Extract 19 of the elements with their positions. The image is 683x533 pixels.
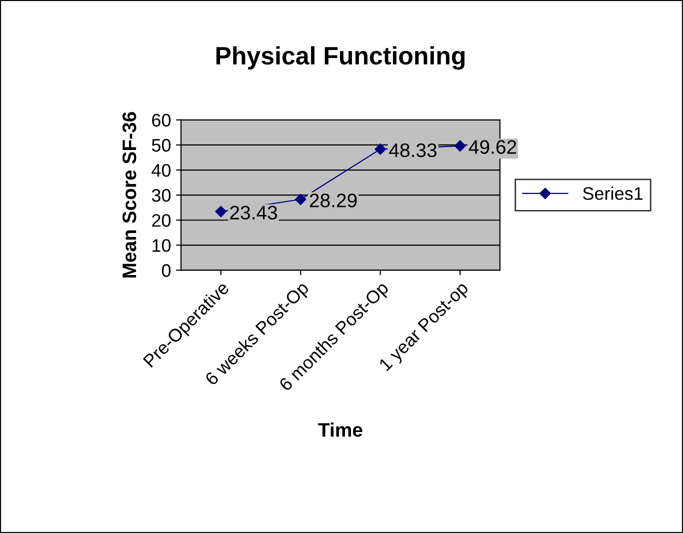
point <box>454 140 466 152</box>
point <box>215 206 226 218</box>
chart-title: Physical Functioning <box>216 46 465 70</box>
y-tick-label: 20 <box>152 214 171 227</box>
data-label: 28.29 <box>310 194 357 208</box>
legend-label: Series1 <box>582 186 643 200</box>
y-tick-label: 30 <box>152 189 171 202</box>
y-tick-label: 40 <box>152 164 171 177</box>
x-axis-title: Time <box>318 422 362 437</box>
data-label: 48.33 <box>389 143 436 158</box>
y-tick-label: 50 <box>152 138 171 152</box>
y-tick-label: 0 <box>162 264 171 277</box>
y-axis-title: Mean Score SF-36 <box>122 112 136 278</box>
point <box>374 144 386 155</box>
y-tick-label: 60 <box>152 114 171 127</box>
y-tick-label: 10 <box>152 239 171 252</box>
data-label: 49.62 <box>468 140 516 154</box>
point <box>295 194 306 205</box>
data-label: 23.43 <box>230 206 277 220</box>
